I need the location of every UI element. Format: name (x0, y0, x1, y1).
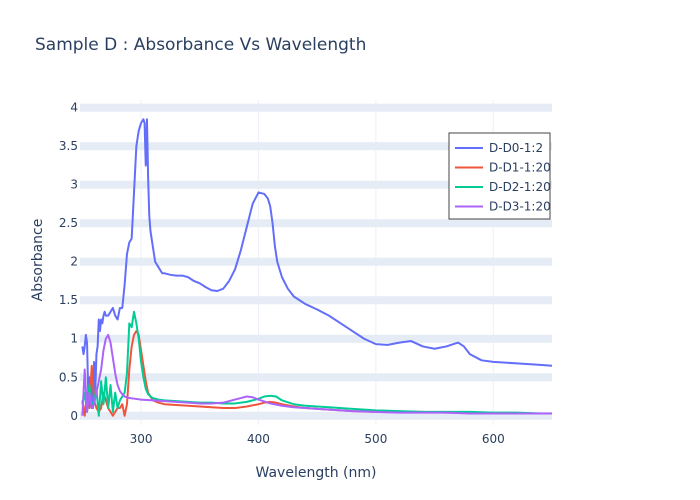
x-axis-title: Wavelength (nm) (256, 465, 377, 481)
y-grid-band (80, 296, 552, 305)
x-tick-label: 600 (482, 432, 505, 446)
y-grid-band (80, 180, 552, 189)
y-tick-label: 0 (70, 409, 78, 423)
y-tick-label: 3.5 (59, 139, 78, 153)
y-grid-band (80, 411, 552, 420)
y-tick-label: 1.5 (59, 293, 78, 307)
y-grid-band (80, 103, 552, 112)
y-tick-label: 3 (70, 178, 78, 192)
y-tick-label: 4 (70, 101, 78, 115)
series-line-D-D2-1:20 (81, 310, 552, 417)
series-line-D-D0-1:2 (81, 118, 553, 410)
legend-label: D-D1-1:20 (489, 161, 551, 175)
x-tick-label: 300 (130, 432, 153, 446)
y-grid-band (80, 334, 552, 343)
legend[interactable]: D-D0-1:2 D-D1-1:20 D-D2-1:20 D-D3-1:20 (448, 132, 551, 220)
y-tick-label: 0.5 (59, 370, 78, 384)
y-axis-title: Absorbance (30, 219, 46, 302)
legend-label: D-D0-1:2 (489, 141, 543, 155)
series-line-D-D3-1:20 (81, 333, 552, 416)
y-tick-label: 1 (70, 332, 78, 346)
x-tick-label: 500 (364, 432, 387, 446)
legend-label: D-D3-1:20 (489, 200, 551, 214)
grid-lines (80, 100, 552, 425)
tick-labels: 300 400 500 600 0 0.5 1 1.5 2 2.5 3 3.5 4 (59, 101, 505, 446)
y-grid-band (80, 257, 552, 266)
y-grid-band (80, 373, 552, 382)
x-tick-label: 400 (247, 432, 270, 446)
y-grid-band (80, 142, 552, 151)
chart-title: Sample D : Absorbance Vs Wavelength (35, 35, 366, 55)
series-lines (81, 118, 553, 417)
y-tick-label: 2.5 (59, 216, 78, 230)
legend-label: D-D2-1:20 (489, 180, 551, 194)
y-tick-label: 2 (70, 255, 78, 269)
y-grid-band (80, 219, 552, 228)
